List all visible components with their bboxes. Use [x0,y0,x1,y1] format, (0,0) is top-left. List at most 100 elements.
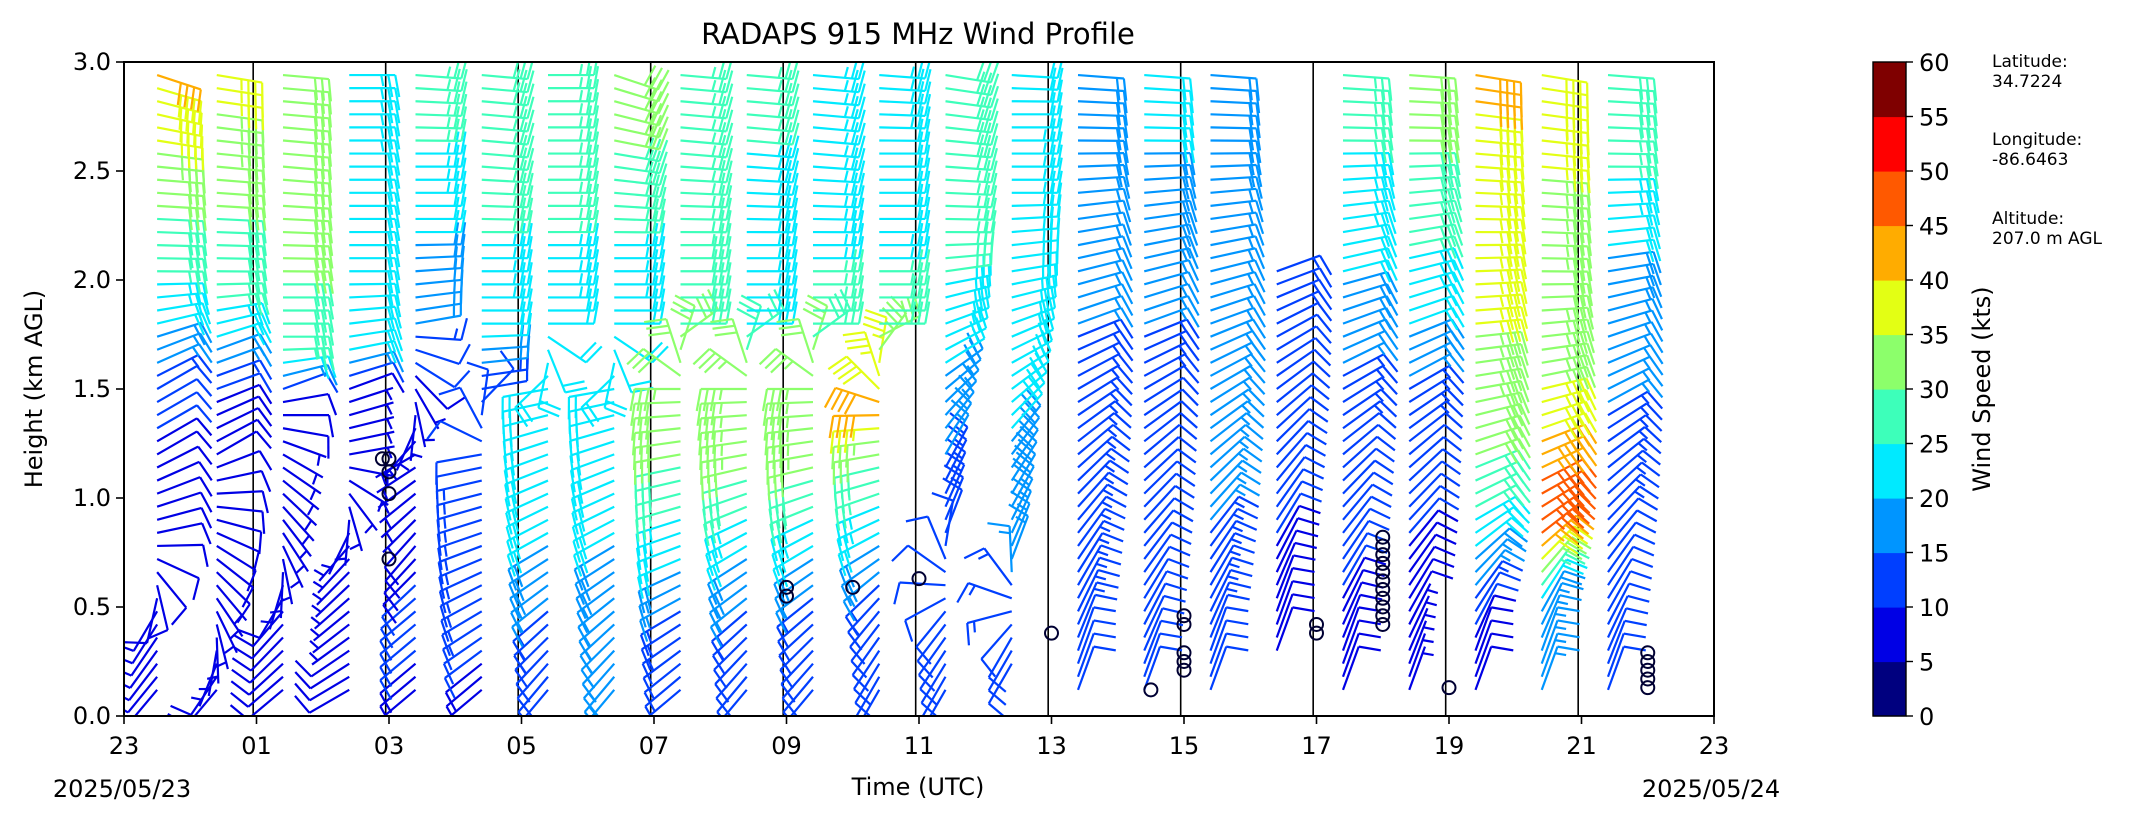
barb-full-feather [695,297,708,319]
wind-barb [1143,545,1191,586]
wind-barb [481,172,534,196]
barb-full-feather [1248,115,1254,138]
barb-staff [1143,620,1163,665]
barb-full-feather [846,581,858,603]
barb-full-feather [199,476,213,497]
barb-half-feather [849,533,855,545]
barb-half-feather [777,208,783,220]
barb-full-feather [705,554,714,577]
barb-full-feather [725,210,732,233]
barb-full-feather [1370,495,1392,508]
barb-half-feather [1114,261,1122,273]
wind-barb [813,249,865,273]
barb-half-feather [1565,258,1570,270]
barb-full-feather [711,288,718,311]
barb-staff [1143,318,1188,338]
wind-barb [508,558,549,605]
wind-barb [613,101,670,127]
barb-staff [216,383,260,404]
wind-barb [1342,519,1390,560]
barb-staff [573,531,615,557]
barb-full-feather [830,389,844,411]
barb-full-feather [725,185,733,208]
barb-half-feather [247,304,254,317]
barb-half-feather [711,233,716,246]
barb-staff [1409,175,1456,181]
barb-half-feather [777,273,782,285]
barb-staff [980,623,1013,660]
barb-full-feather [983,72,993,95]
barb-full-feather [254,220,260,244]
wind-barb [548,249,600,273]
barb-staff [920,663,947,704]
barb-staff [415,113,462,118]
colorbar-label: Wind Speed (kts) [1968,286,1996,491]
wind-barb [1541,411,1598,440]
barb-full-feather [725,147,733,171]
barb-half-feather [578,116,584,128]
barb-full-feather [387,87,394,111]
wind-barb [1144,247,1199,270]
barb-staff [1143,306,1188,325]
wind-barb [481,159,534,184]
barb-half-feather [843,119,849,131]
barb-full-feather [1586,319,1595,342]
wind-barb [746,108,800,133]
barb-full-feather [258,384,273,405]
barb-full-feather [1643,437,1662,455]
barb-staff [966,610,1013,625]
barb-staff [1008,526,1013,573]
wind-barb [282,545,304,589]
colorbar-segment [1873,552,1906,608]
barb-full-feather [850,62,858,79]
barb-full-feather [258,450,273,471]
barb-full-feather [1115,102,1121,126]
wind-barb [157,191,207,219]
wind-barb [216,321,273,346]
barb-staff [216,395,260,417]
barb-half-feather [1497,565,1509,573]
barb-staff [349,430,395,443]
barb-staff [309,675,350,702]
wind-barb [831,440,880,470]
barb-half-feather [380,127,385,139]
wind-barb [1408,570,1454,612]
barb-staff [1342,520,1370,560]
wind-barb [1474,645,1514,691]
barb-full-feather [1381,365,1399,384]
barb-full-feather [1585,377,1597,400]
wind-barb [349,257,401,281]
barb-full-feather [850,134,859,158]
barb-staff [282,178,329,185]
wind-barb [680,134,734,159]
wind-barb [680,62,733,81]
barb-full-feather [763,418,769,441]
barb-full-feather [1103,519,1125,531]
wind-barb [1077,87,1128,114]
barb-half-feather [1230,538,1242,545]
barb-half-feather [1426,588,1439,595]
wind-barb [481,82,535,107]
barb-half-feather [1042,168,1047,180]
barb-staff [665,318,682,364]
barb-full-feather [194,208,200,231]
barb-full-feather [320,271,327,294]
wind-barb [1275,480,1324,521]
barb-full-feather [917,301,924,324]
wind-barb [1275,606,1315,651]
barb-full-feather [1228,581,1252,589]
calm-marker [1375,538,1391,554]
wind-barb [1077,126,1129,151]
barb-full-feather [320,246,327,269]
barb-staff [215,637,220,684]
barb-staff [1607,379,1649,404]
barb-staff [680,152,727,159]
barb-staff [481,100,528,107]
barb-full-feather [628,380,651,387]
barb-full-feather [1360,593,1383,601]
barb-staff [1143,400,1183,430]
barb-half-feather [260,620,272,624]
wind-barb [1144,100,1195,126]
barb-full-feather [196,430,213,450]
barb-full-feather [1177,448,1197,464]
